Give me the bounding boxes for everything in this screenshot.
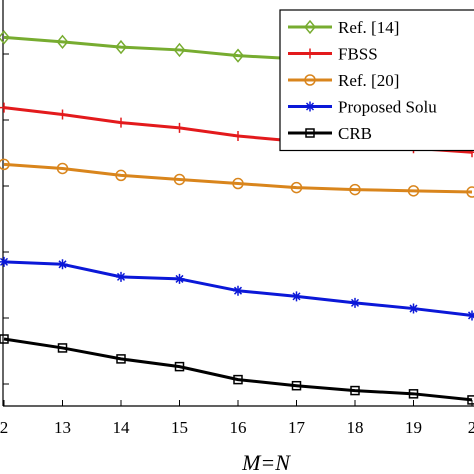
x-tick-label: 16 — [230, 418, 247, 437]
circle-marker — [232, 177, 244, 190]
legend-entry: FBSS — [288, 45, 378, 64]
diamond-marker — [56, 34, 69, 49]
asterisk-marker — [291, 291, 302, 302]
series-4 — [0, 256, 474, 321]
diamond-marker — [0, 30, 10, 45]
circle-marker — [304, 74, 316, 86]
circle-marker — [173, 173, 186, 186]
circle-marker — [0, 158, 10, 171]
square-marker — [291, 380, 302, 391]
legend-entry: Ref. [14] — [288, 18, 399, 37]
legend-label: Proposed Solu — [338, 98, 437, 117]
series-5 — [0, 334, 474, 405]
plus-marker — [116, 117, 126, 128]
legend-entry: Proposed Solu — [288, 98, 437, 117]
asterisk-marker — [174, 273, 185, 284]
axes: 2 13 14 15 16 17 18 19 2 — [0, 0, 474, 437]
square-marker — [174, 361, 185, 372]
square-marker — [305, 128, 315, 138]
plus-marker — [0, 102, 9, 113]
circle-marker — [349, 183, 361, 196]
square-marker — [116, 354, 126, 364]
plus-marker — [305, 48, 315, 59]
x-axis-label: M=N — [241, 450, 291, 474]
diamond-marker — [173, 42, 186, 58]
x-tick-label: 19 — [405, 418, 422, 437]
x-tick-label: 2 — [468, 418, 474, 437]
series-3 — [0, 158, 474, 198]
legend-label: Ref. [14] — [338, 18, 399, 37]
asterisk-marker — [116, 271, 126, 282]
circle-marker — [407, 185, 420, 197]
diamond-marker — [232, 48, 244, 63]
x-tick-label: 13 — [54, 418, 71, 437]
square-marker — [467, 395, 474, 405]
asterisk-marker — [233, 285, 243, 296]
plus-marker — [233, 131, 243, 142]
legend-label: FBSS — [338, 45, 378, 64]
circle-marker — [466, 186, 474, 198]
x-tick-label: 18 — [347, 418, 364, 437]
legend-entry: Ref. [20] — [288, 71, 399, 90]
x-tick-label: 15 — [171, 418, 188, 437]
x-tick-label: 2 — [0, 418, 8, 437]
series-line — [3, 337, 473, 402]
square-marker — [350, 385, 360, 396]
legend: Ref. [14] FBSS Ref. [20] Proposed Solu CRB — [279, 9, 474, 152]
asterisk-marker — [408, 303, 419, 314]
legend-entry: CRB — [288, 124, 372, 143]
series-line — [3, 162, 473, 194]
x-tick-label: 14 — [113, 418, 131, 437]
asterisk-marker — [467, 310, 474, 321]
diamond-marker — [115, 39, 127, 55]
circle-marker — [56, 162, 69, 175]
legend-label: Ref. [20] — [338, 71, 399, 90]
square-marker — [233, 374, 243, 385]
plus-marker — [57, 109, 68, 120]
x-tick-label: 17 — [288, 418, 306, 437]
asterisk-marker — [305, 101, 315, 112]
square-marker — [0, 334, 9, 344]
square-marker — [408, 389, 419, 399]
asterisk-marker — [350, 297, 360, 308]
asterisk-marker — [0, 256, 9, 267]
circle-marker — [115, 169, 127, 182]
plus-marker — [174, 122, 185, 133]
square-marker — [57, 343, 68, 353]
legend-label: CRB — [338, 124, 372, 143]
asterisk-marker — [57, 259, 68, 270]
circle-marker — [290, 181, 303, 194]
diamond-marker — [304, 19, 316, 35]
